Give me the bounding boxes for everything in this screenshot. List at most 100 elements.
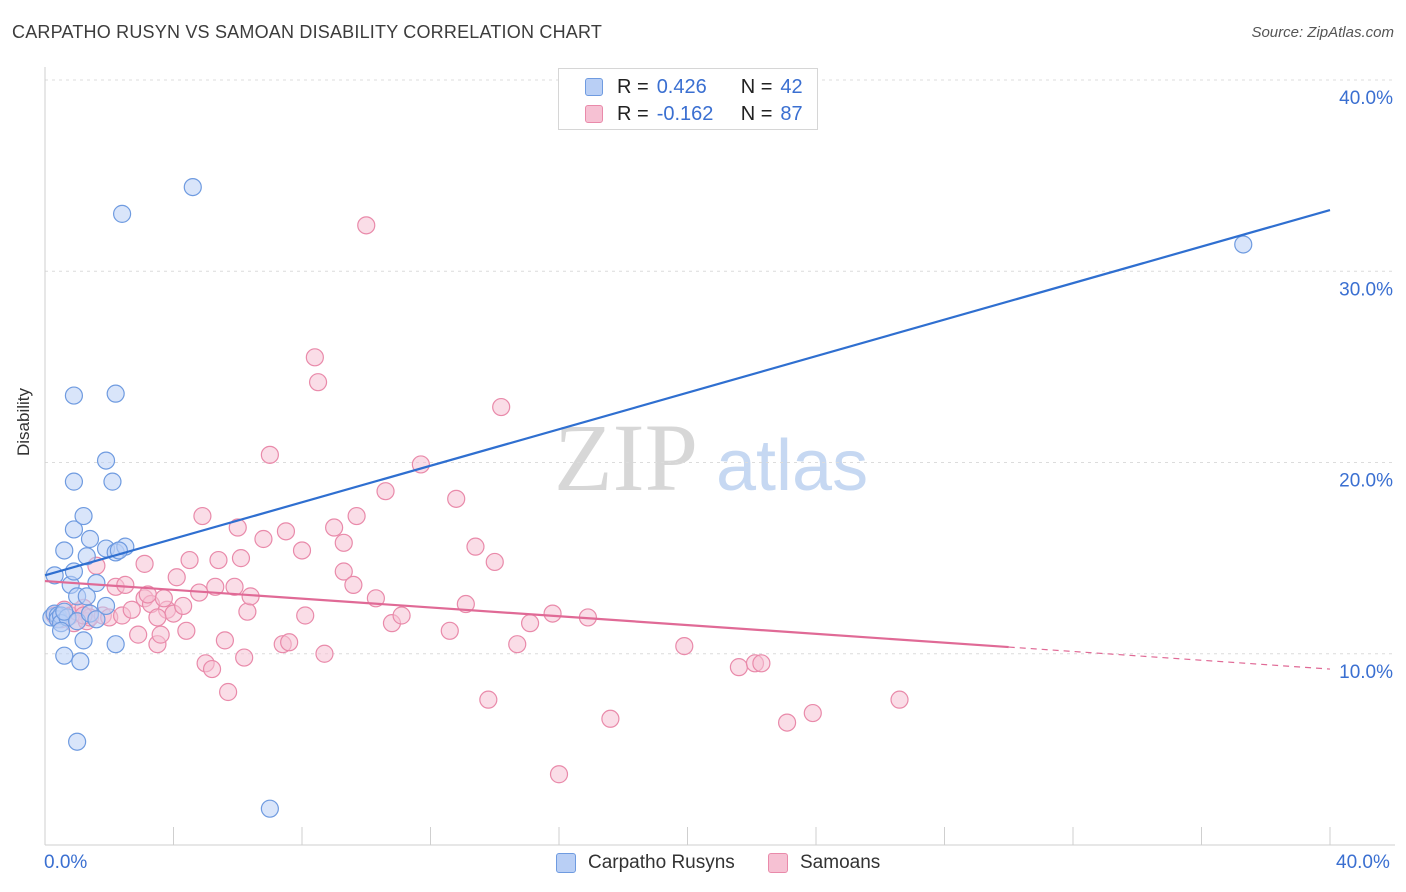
x-tick-label-max: 40.0% xyxy=(1336,852,1390,873)
point-samoan xyxy=(549,765,569,784)
legend-swatch-pink xyxy=(585,105,603,123)
point-carpatho xyxy=(64,386,84,405)
point-samoan xyxy=(440,621,459,640)
n-label: N = xyxy=(740,102,773,125)
point-samoan xyxy=(601,709,620,728)
point-samoan xyxy=(235,648,254,667)
point-samoan xyxy=(392,606,411,625)
point-carpatho xyxy=(74,506,93,526)
point-samoan xyxy=(492,397,511,417)
point-samoan xyxy=(485,552,504,572)
y-tick-label: 20.0% xyxy=(1339,471,1393,492)
point-samoan xyxy=(376,482,395,501)
r-label: R = xyxy=(617,102,649,125)
stats-row-carpatho: R = 0.426 N = 42 xyxy=(559,73,803,101)
trend-lines xyxy=(44,208,1331,670)
point-carpatho xyxy=(64,472,84,491)
point-samoan xyxy=(305,348,324,367)
point-samoan xyxy=(129,625,148,644)
point-samoan xyxy=(116,575,135,595)
point-carpatho xyxy=(80,529,100,549)
point-samoan xyxy=(180,550,199,570)
point-samoan xyxy=(260,445,279,464)
point-carpatho xyxy=(1234,235,1253,254)
point-samoan xyxy=(296,606,315,625)
r-value: 0.426 xyxy=(656,75,707,98)
point-samoan xyxy=(729,658,749,677)
point-samoan xyxy=(508,635,527,654)
legend-label: Carpatho Rusyns xyxy=(588,852,735,873)
point-samoan xyxy=(292,541,312,560)
point-samoan xyxy=(752,654,771,673)
point-samoan xyxy=(202,659,222,679)
point-samoan xyxy=(315,644,334,663)
point-samoan xyxy=(334,533,353,552)
point-samoan xyxy=(231,549,251,568)
point-samoan xyxy=(466,537,485,556)
n-value: 42 xyxy=(780,75,803,98)
legend-item-carpatho: Carpatho Rusyns xyxy=(556,852,735,874)
point-samoan xyxy=(174,596,193,616)
r-value: -0.162 xyxy=(656,102,714,125)
point-carpatho xyxy=(260,799,279,818)
point-carpatho xyxy=(74,631,93,650)
r-label: R = xyxy=(617,75,649,98)
point-carpatho xyxy=(51,621,71,640)
y-tick-label: 30.0% xyxy=(1339,279,1393,300)
point-carpatho xyxy=(68,732,87,751)
x-tick-label-min: 0.0% xyxy=(44,852,88,873)
trendline-samoan-dashed xyxy=(1008,646,1331,670)
point-carpatho xyxy=(112,204,132,223)
stats-legend: R = 0.426 N = 42 R = -0.162 N = 87 xyxy=(558,68,818,130)
point-carpatho xyxy=(64,520,84,539)
stats-row-samoan: R = -0.162 N = 87 xyxy=(559,100,803,128)
series-legend: Carpatho Rusyns Samoans xyxy=(0,852,1406,878)
trendline-carpatho xyxy=(44,208,1331,577)
point-samoan xyxy=(456,594,475,614)
point-carpatho xyxy=(55,541,74,560)
point-carpatho xyxy=(106,384,125,403)
point-samoan xyxy=(344,575,363,595)
point-samoan xyxy=(167,568,186,587)
y-tick-label: 10.0% xyxy=(1339,662,1393,683)
point-samoan xyxy=(334,562,353,581)
legend-item-samoans: Samoans xyxy=(768,852,880,874)
point-carpatho xyxy=(87,610,106,629)
watermark-atlas: atlas xyxy=(716,426,868,506)
n-label: N = xyxy=(740,75,773,98)
point-samoan xyxy=(520,614,540,633)
point-samoan xyxy=(890,690,909,709)
point-samoan xyxy=(254,529,273,549)
point-samoan xyxy=(777,713,797,732)
point-carpatho xyxy=(77,587,96,606)
point-samoan xyxy=(543,604,562,623)
point-samoan xyxy=(225,577,244,596)
source-note: Source: ZipAtlas.com xyxy=(1251,24,1394,41)
legend-swatch-blue xyxy=(556,853,576,873)
point-samoan xyxy=(308,373,328,392)
point-samoan xyxy=(447,489,466,508)
data-points xyxy=(42,178,1253,818)
point-samoan xyxy=(347,506,366,526)
point-carpatho xyxy=(55,602,74,621)
point-samoan xyxy=(206,577,225,596)
legend-swatch-pink xyxy=(768,853,788,873)
point-samoan xyxy=(122,600,141,619)
watermark: ZIP atlas xyxy=(554,404,868,511)
point-samoan xyxy=(479,690,498,709)
legend-label: Samoans xyxy=(800,852,881,873)
point-samoan xyxy=(177,621,196,640)
point-carpatho xyxy=(106,635,125,654)
y-tick-labels: 10.0% 20.0% 30.0% 40.0% xyxy=(1339,88,1393,683)
point-samoan xyxy=(193,506,212,526)
point-samoan xyxy=(228,518,247,537)
point-samoan xyxy=(154,589,173,608)
point-samoan xyxy=(280,633,299,652)
point-samoan xyxy=(219,682,238,702)
point-samoan xyxy=(803,703,822,723)
point-carpatho xyxy=(183,178,202,197)
point-samoan xyxy=(238,602,257,621)
watermark-zip: ZIP xyxy=(554,404,698,511)
grid-lines xyxy=(45,79,1395,655)
